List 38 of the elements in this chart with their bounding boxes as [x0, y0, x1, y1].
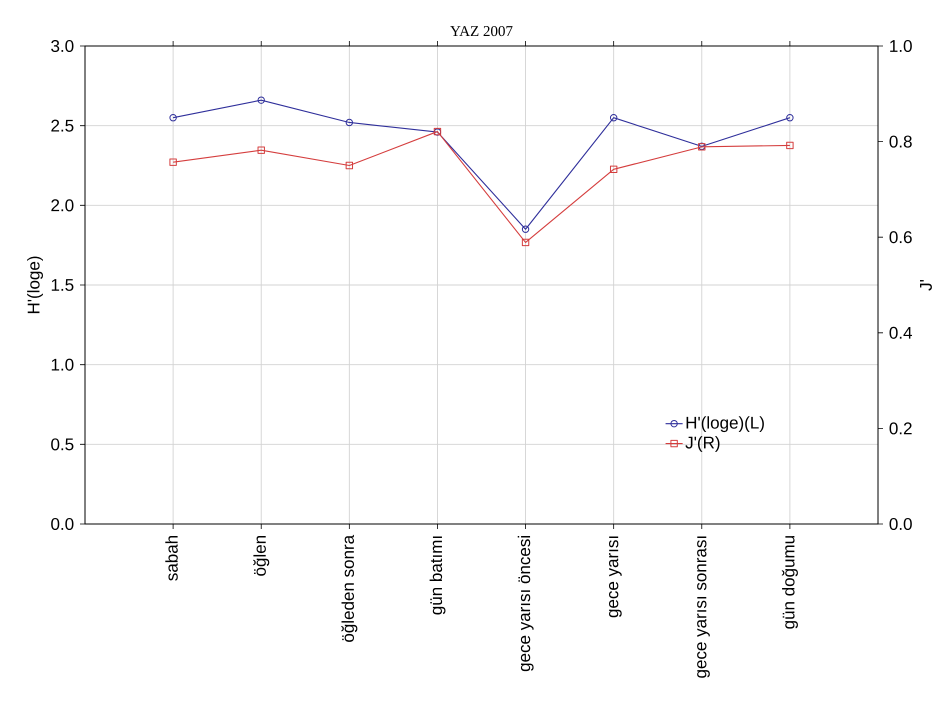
point [346, 118, 354, 126]
y-tick-label: 0.5 [51, 438, 74, 450]
y2-axis-title: J' [920, 280, 932, 291]
legend-label: J'(R) [685, 436, 720, 452]
y-tick-label: 1.0 [52, 358, 74, 371]
y2-tick-label: 0.2 [890, 422, 912, 434]
point [258, 146, 265, 154]
y-tick-label: 1.5 [52, 279, 74, 291]
y-tick-label: 2.0 [51, 199, 74, 212]
x-tick-label: gece yarısı sonrası [697, 536, 710, 678]
x-tick-label: öğlen [253, 536, 270, 576]
chart-title: YAZ 2007 [450, 26, 513, 36]
y-axis-title: H'(loge) [27, 256, 43, 314]
x-tick-label: gün doğumu [782, 536, 798, 629]
point [786, 114, 794, 122]
point [258, 96, 265, 104]
point [346, 162, 354, 170]
point [522, 238, 530, 246]
point [786, 142, 794, 150]
y2-tick-label: 0.6 [890, 231, 912, 244]
point [169, 158, 177, 166]
y-tick-label: 3.0 [51, 40, 74, 52]
y2-tick-label: 0.0 [890, 518, 912, 530]
legend-label: H'(loge)(L) [686, 416, 764, 432]
x-tick-label: sabah [165, 536, 178, 581]
y-tick-label: 0.0 [51, 518, 74, 530]
point [610, 166, 618, 174]
y-tick-label: 2.5 [51, 120, 74, 132]
x-tick-label: gece yarısı [609, 536, 622, 618]
point [610, 114, 618, 122]
y2-tick-label: 0.8 [890, 136, 912, 148]
x-tick-label: öğleden sonra [341, 534, 358, 642]
point [169, 114, 177, 122]
x-tick-label: gün batımı [430, 536, 446, 614]
point [522, 226, 530, 233]
y2-tick-label: 0.4 [890, 326, 912, 339]
x-tick-label: gece yarısı öncesi [518, 536, 534, 672]
y2-tick-label: 1.0 [890, 40, 912, 52]
